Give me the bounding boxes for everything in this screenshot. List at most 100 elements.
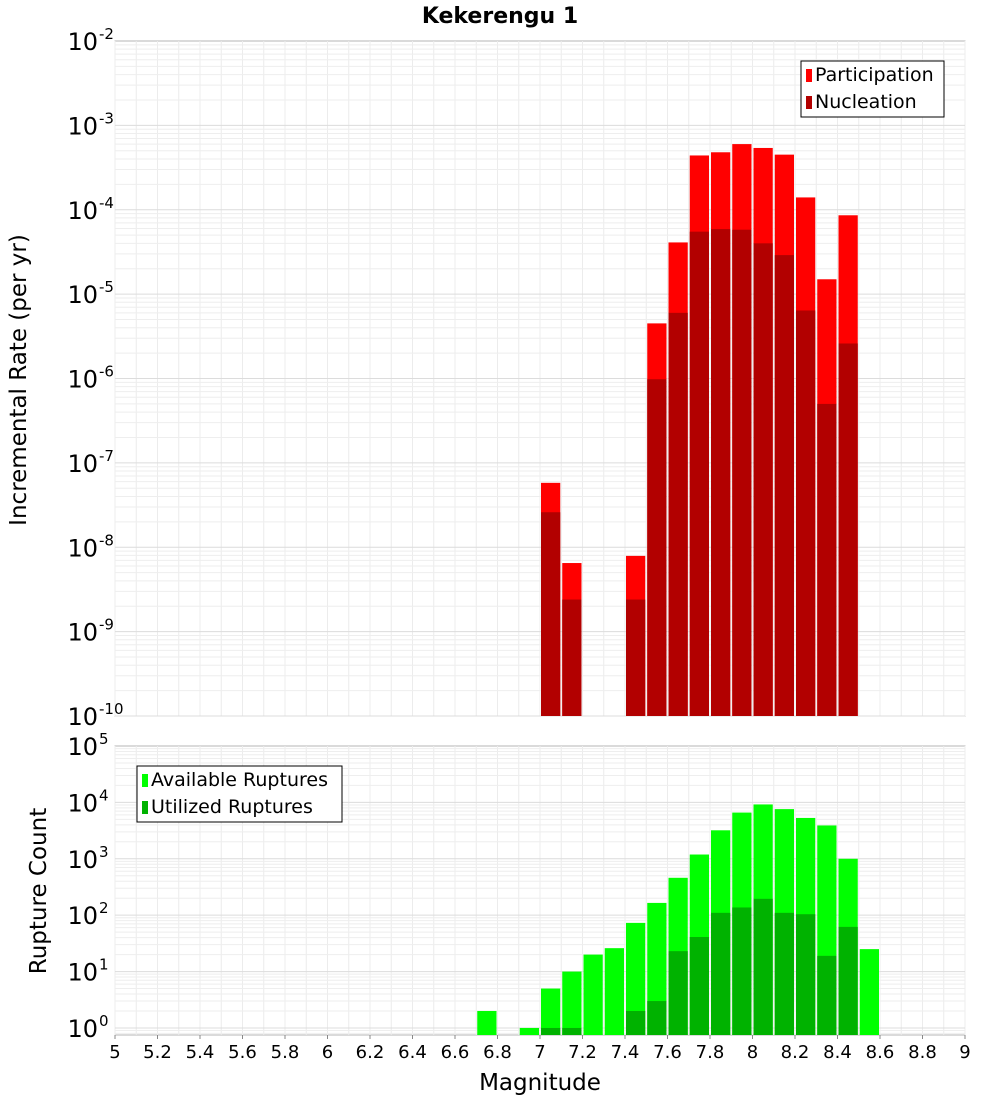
x-tick-label: 5.2: [143, 1042, 172, 1063]
y-tick-exponent: 3: [99, 843, 109, 861]
y-tick-label: 10: [67, 1015, 98, 1043]
bar: [541, 988, 561, 1035]
x-tick-label: 7.2: [568, 1042, 597, 1063]
y-tick-label: 10: [67, 846, 98, 874]
top-gridlines: [114, 41, 966, 717]
legend-label: Nucleation: [815, 91, 917, 113]
y-tick-label: 10: [67, 733, 98, 761]
bottom-legend: Available Ruptures Utilized Ruptures: [136, 765, 343, 823]
y-tick-label: 10: [67, 28, 98, 56]
bar: [541, 512, 561, 716]
bar: [647, 1001, 667, 1035]
bar: [562, 1027, 582, 1035]
bar: [732, 907, 752, 1035]
y-tick-label: 10: [67, 534, 98, 562]
x-tick-label: 6: [322, 1042, 333, 1063]
bar: [689, 231, 709, 716]
x-axis-label: Magnitude: [479, 1070, 601, 1096]
y-tick-label: 10: [67, 959, 98, 987]
bar: [519, 1027, 539, 1035]
y-tick-exponent: -4: [99, 194, 114, 212]
y-tick-exponent: 2: [99, 899, 109, 917]
bar: [477, 1010, 497, 1035]
x-tick-label: 5.8: [271, 1042, 300, 1063]
bar: [817, 955, 837, 1035]
y-tick-label: 10: [67, 366, 98, 394]
legend-label: Participation: [815, 64, 934, 86]
x-tick-label: 6.4: [398, 1042, 427, 1063]
y-tick-exponent: 4: [99, 786, 109, 804]
y-tick-label: 10: [67, 450, 98, 478]
y-tick-exponent: 5: [99, 730, 109, 748]
y-tick-label: 10: [67, 619, 98, 647]
y-tick-exponent: 1: [99, 956, 109, 974]
legend-swatch: [806, 69, 812, 82]
legend-label: Available Ruptures: [151, 769, 328, 791]
bar: [817, 403, 837, 716]
chart-title: Kekerengu 1: [422, 4, 578, 29]
top-series-nucleation: [541, 229, 858, 717]
bar: [838, 926, 858, 1035]
bar: [859, 949, 879, 1035]
y-tick-exponent: -8: [99, 531, 114, 549]
x-tick-label: 8.2: [781, 1042, 810, 1063]
bar: [796, 310, 816, 716]
y-tick-exponent: -2: [99, 25, 114, 43]
x-tick-label: 8.4: [823, 1042, 852, 1063]
bottom-y-axis-label: Rupture Count: [26, 808, 52, 974]
bar: [774, 912, 794, 1035]
bar: [753, 243, 773, 717]
bar: [838, 343, 858, 716]
bar: [647, 379, 667, 716]
top-y-axis-label: Incremental Rate (per yr): [6, 234, 32, 526]
x-tick-label: 6.6: [441, 1042, 470, 1063]
x-tick-label: 7.8: [696, 1042, 725, 1063]
y-tick-exponent: -3: [99, 109, 114, 127]
x-tick-label: 8.6: [866, 1042, 895, 1063]
x-tick-label: 5.4: [186, 1042, 215, 1063]
bottom-series-utilized-ruptures: [541, 898, 858, 1035]
legend-swatch: [142, 774, 148, 787]
bar: [541, 1027, 561, 1035]
bar: [689, 937, 709, 1035]
y-tick-label: 10: [67, 789, 98, 817]
x-tick-label: 7: [534, 1042, 545, 1063]
x-tick-label: 8: [747, 1042, 758, 1063]
bar: [711, 229, 731, 717]
y-tick-exponent: 0: [99, 1012, 109, 1030]
bar: [796, 914, 816, 1035]
bar: [668, 951, 688, 1035]
top-panel: Incremental Rate (per yr) 10-210-310-410…: [6, 25, 966, 731]
y-tick-exponent: -5: [99, 278, 114, 296]
y-tick-label: 10: [67, 112, 98, 140]
y-tick-exponent: -9: [99, 616, 114, 634]
x-tick-label: 5: [109, 1042, 120, 1063]
bar: [753, 898, 773, 1035]
bottom-panel: Rupture Count Magnitude 10 510 410 310 210 11…: [26, 730, 971, 1096]
top-legend: Participation Nucleation: [800, 60, 945, 118]
bar: [668, 312, 688, 716]
top-y-tick-labels: 10-210-310-410-510-610-710-810-910-10: [67, 25, 123, 731]
y-tick-exponent: -6: [99, 363, 114, 381]
x-tick-label: 7.6: [653, 1042, 682, 1063]
x-tick-label: 9: [959, 1042, 970, 1063]
legend-swatch: [142, 801, 148, 814]
legend-box: [800, 60, 945, 118]
bar: [711, 912, 731, 1035]
bar: [626, 599, 646, 716]
bar: [774, 255, 794, 716]
x-tick-label: 8.8: [908, 1042, 937, 1063]
bar: [583, 954, 603, 1035]
legend-box: [136, 765, 343, 823]
x-tick-labels: 5 5.2 5.4 5.6 5.8 6 6.2 6.4 6.6 6.8 7 7.2 7.4 7.6 7.8 8…: [109, 1035, 971, 1063]
y-tick-exponent: -7: [99, 447, 114, 465]
legend-swatch: [806, 96, 812, 109]
x-tick-label: 5.6: [228, 1042, 257, 1063]
bar: [626, 922, 646, 1035]
bar: [604, 948, 624, 1035]
legend-label: Utilized Ruptures: [151, 796, 313, 818]
bar: [562, 599, 582, 716]
y-tick-label: 10: [67, 703, 98, 731]
